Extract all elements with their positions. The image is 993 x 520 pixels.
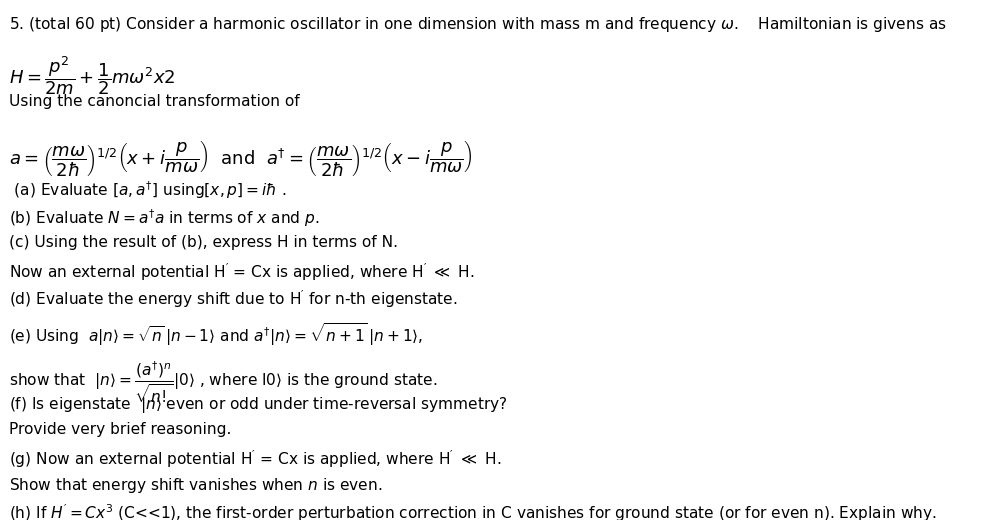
Text: (d) Evaluate the energy shift due to H$'$ for n-th eigenstate.: (d) Evaluate the energy shift due to H$'… [10,289,458,310]
Text: Show that energy shift vanishes when $n$ is even.: Show that energy shift vanishes when $n$… [10,475,382,495]
Text: (g) Now an external potential H$'$ = Cx is applied, where H$'$ $\ll$ H.: (g) Now an external potential H$'$ = Cx … [10,448,501,470]
Text: Using the canoncial transformation of: Using the canoncial transformation of [10,94,300,109]
Text: (e) Using  $a|n\rangle = \sqrt{n}\,|n-1\rangle$ and $a^{\dagger}|n\rangle = \sqr: (e) Using $a|n\rangle = \sqrt{n}\,|n-1\r… [10,321,423,348]
Text: (f) Is eigenstate  $|n\rangle$ even or odd under time-reversal symmetry?: (f) Is eigenstate $|n\rangle$ even or od… [10,395,507,414]
Text: Now an external potential H$'$ = Cx is applied, where H$'$ $\ll$ H.: Now an external potential H$'$ = Cx is a… [10,261,475,283]
Text: (h) If $H' = Cx^3$ (C<<1), the first-order perturbation correction in C vanishes: (h) If $H' = Cx^3$ (C<<1), the first-ord… [10,502,936,520]
Text: (a) Evaluate $[a, a^{\dagger}]$ using$[x, p] = i\hbar$ .: (a) Evaluate $[a, a^{\dagger}]$ using$[x… [10,179,287,201]
Text: (c) Using the result of (b), express H in terms of N.: (c) Using the result of (b), express H i… [10,235,398,250]
Text: (b) Evaluate $N = a^{\dagger}a$ in terms of $x$ and $p$.: (b) Evaluate $N = a^{\dagger}a$ in terms… [10,207,320,228]
Text: $H = \dfrac{p^2}{2m} + \dfrac{1}{2}m\omega^2 x2$: $H = \dfrac{p^2}{2m} + \dfrac{1}{2}m\ome… [10,55,176,97]
Text: Provide very brief reasoning.: Provide very brief reasoning. [10,421,231,436]
Text: show that  $|n\rangle = \dfrac{(a^{\dagger})^n}{\sqrt{n!}}|0\rangle$ , where l0$: show that $|n\rangle = \dfrac{(a^{\dagge… [10,359,438,405]
Text: $a = \left(\dfrac{m\omega}{2\hbar}\right)^{1/2}\left(x + i\dfrac{p}{m\omega}\rig: $a = \left(\dfrac{m\omega}{2\hbar}\right… [10,137,473,177]
Text: 5. (total 60 pt) Consider a harmonic oscillator in one dimension with mass m and: 5. (total 60 pt) Consider a harmonic osc… [10,15,946,34]
